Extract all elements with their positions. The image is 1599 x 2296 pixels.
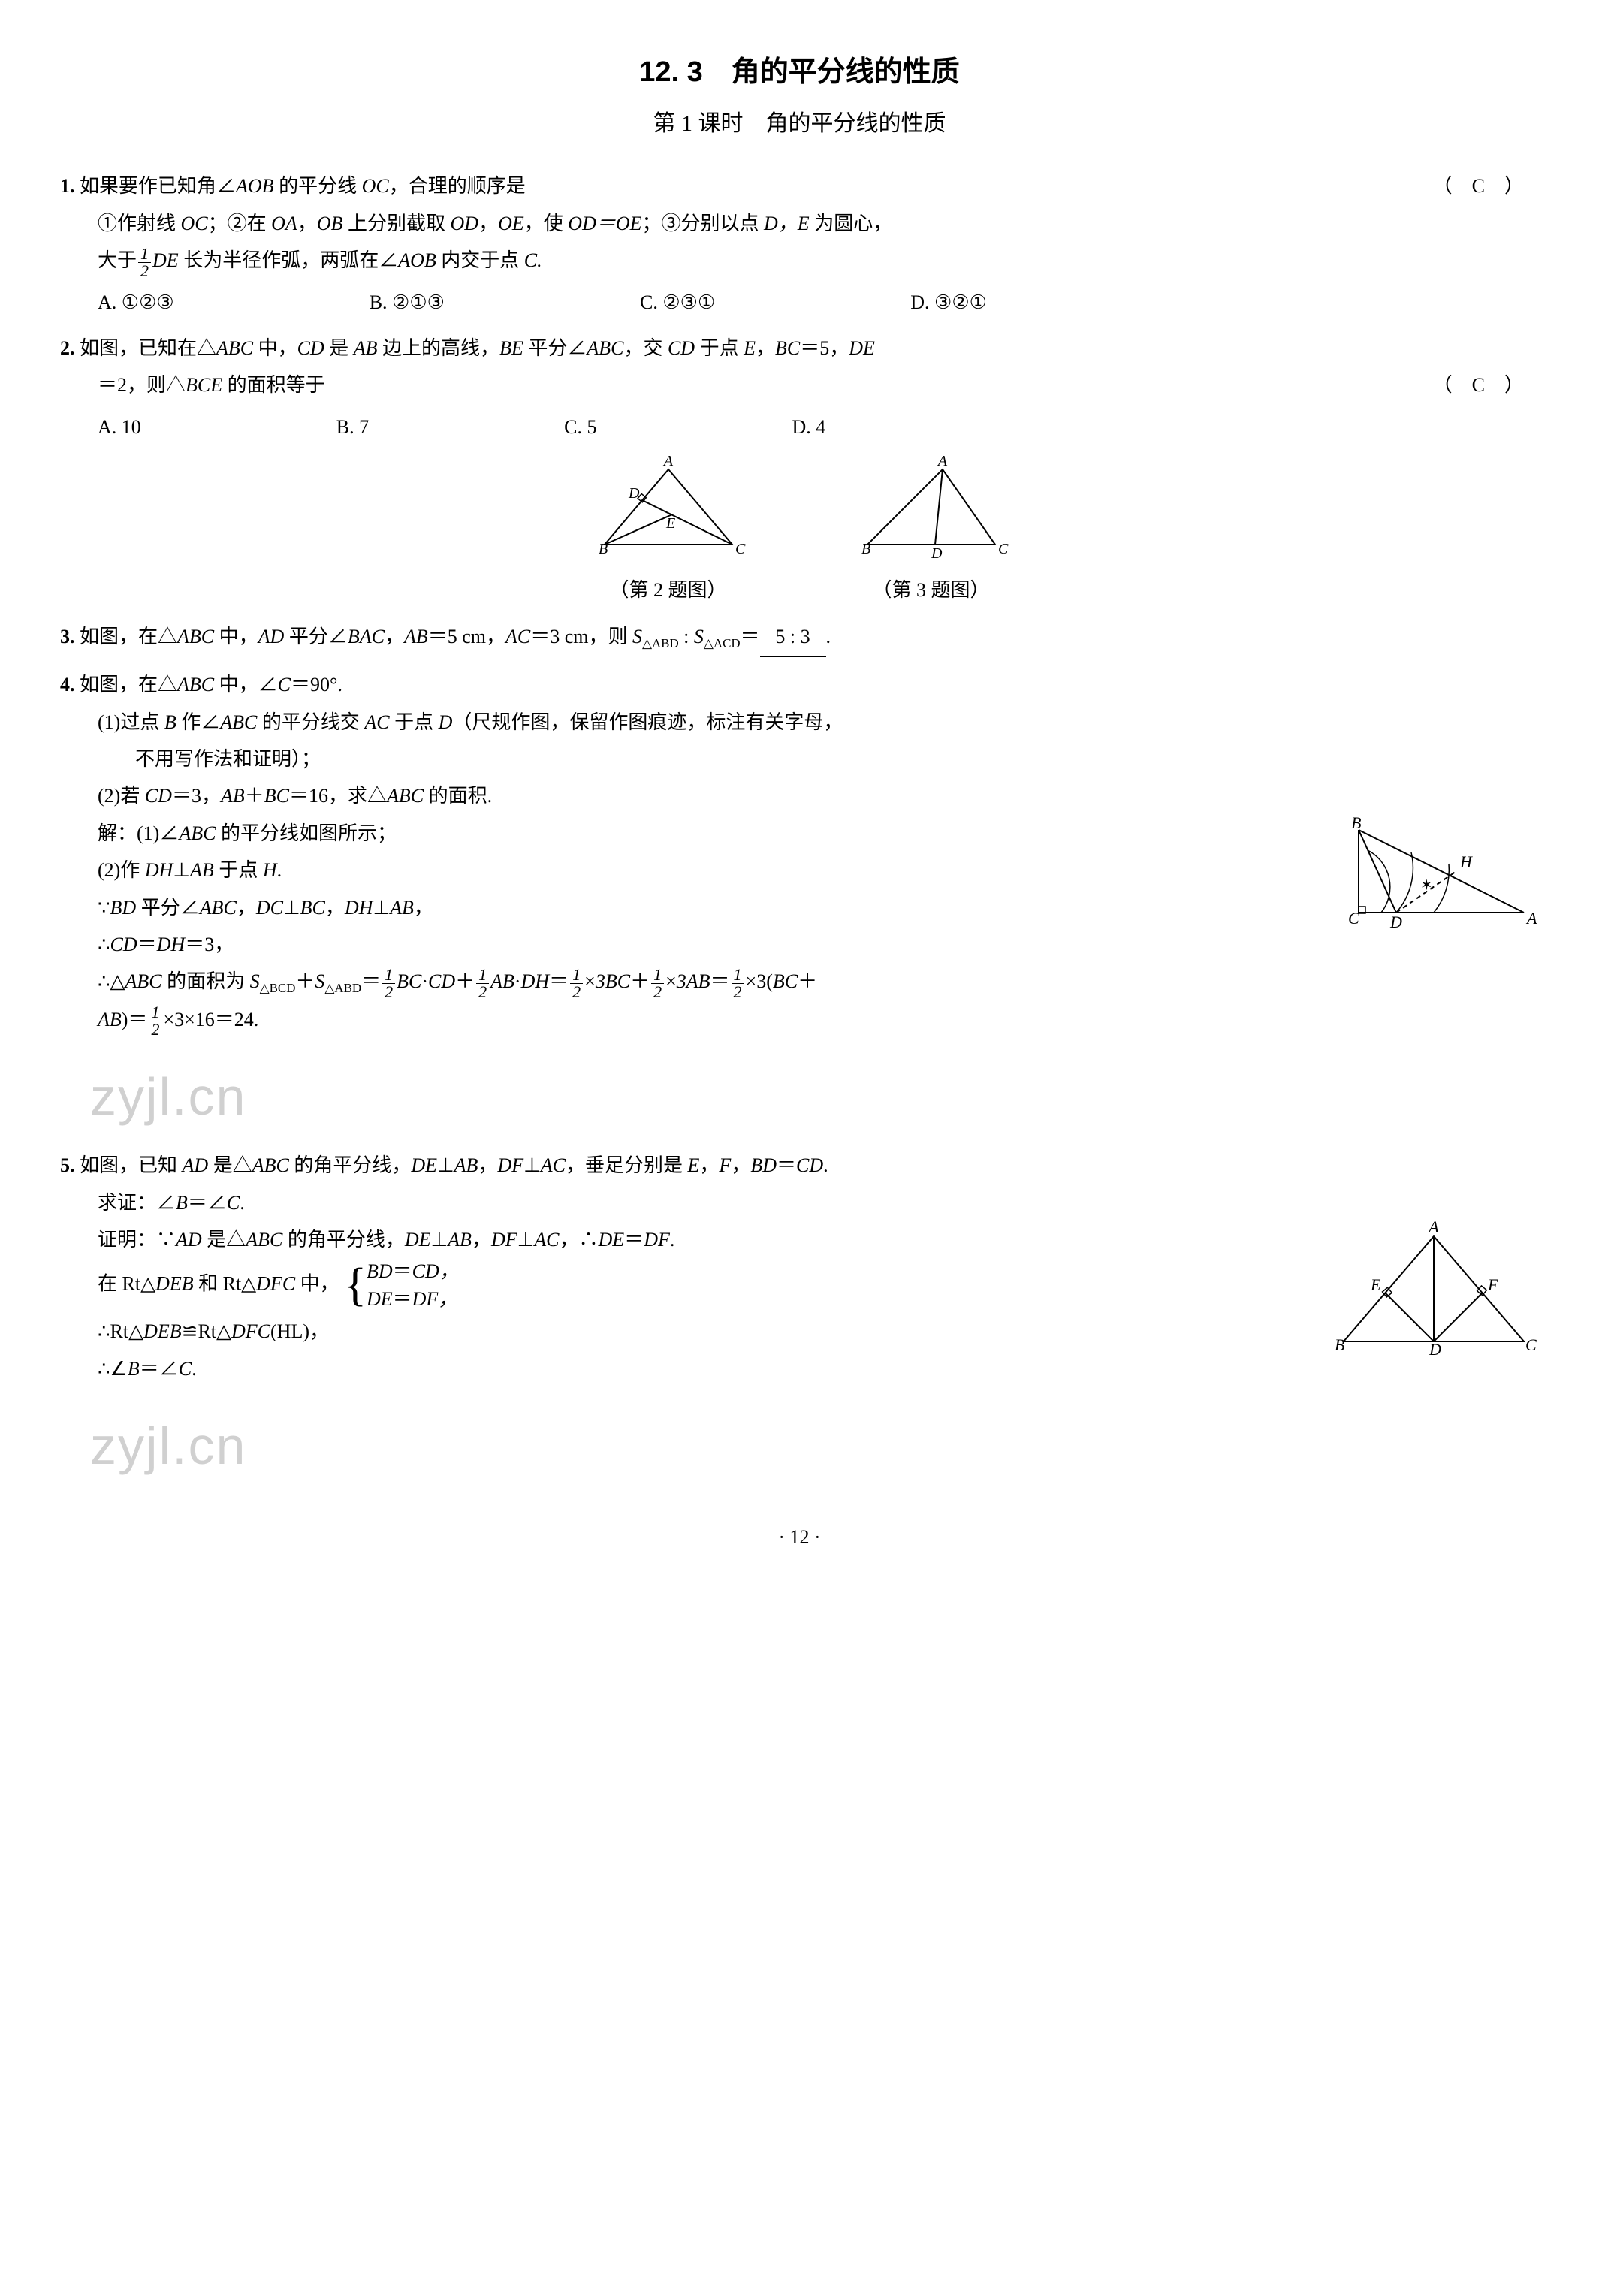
q4-sol1: 解：(1)∠ABC 的平分线如图所示； (60, 815, 1539, 852)
svg-text:C: C (1348, 909, 1359, 928)
svg-text:C: C (998, 541, 1009, 557)
q4-sol3: ∵BD 平分∠ABC，DC⊥BC，DH⊥AB， (60, 889, 1539, 926)
section-title: 12. 3 角的平分线的性质 (60, 45, 1539, 99)
q2-opt-d: D. 4 (792, 409, 825, 445)
svg-text:A: A (662, 454, 673, 469)
svg-text:B: B (861, 541, 870, 557)
figure-q3: A B C D （第 3 题图） (845, 454, 1018, 609)
q5-pf3: ∴Rt△DEB≌Rt△DFC(HL)， (60, 1313, 1539, 1350)
q2-opt-c: C. 5 (564, 409, 596, 445)
figure-q2: A B C D E （第 2 题图） (582, 454, 755, 609)
q1-opt-b: B. ②①③ (370, 284, 445, 321)
q3-text: 如图，在△ABC 中，AD 平分∠BAC，AB＝5 cm，AC＝3 cm，则 S… (80, 626, 831, 647)
q5-ask: 求证：∠B＝∠C. (60, 1184, 1539, 1221)
q4-sol2: (2)作 DH⊥AB 于点 H. (60, 852, 1539, 889)
q4-text: 如图，在△ABC 中，∠C＝90°. (80, 674, 342, 695)
watermark-1: zyjl.cn (90, 1047, 1539, 1147)
page-number: · 12 · (60, 1519, 1539, 1555)
fig3-caption: （第 3 题图） (845, 572, 1018, 608)
q2-opt-a: A. 10 (98, 409, 141, 445)
svg-text:A: A (1525, 909, 1537, 928)
lesson-subtitle: 第 1 课时 角的平分线的性质 (60, 102, 1539, 145)
q1-number: 1. (60, 175, 75, 197)
q5-pf1: 证明：∵AD 是△ABC 的角平分线，DE⊥AB，DF⊥AC，∴DE＝DF. (60, 1221, 1539, 1258)
q5-pf4: ∴∠B＝∠C. (60, 1350, 1539, 1387)
watermark-2: zyjl.cn (90, 1396, 1539, 1496)
figure-q4: ✶ B C A D H (1344, 815, 1539, 947)
svg-text:D: D (628, 485, 640, 502)
svg-text:H: H (1459, 852, 1473, 871)
q4-part1: (1)过点 B 作∠ABC 的平分线交 AC 于点 D（尺规作图，保留作图痕迹，… (60, 704, 1539, 741)
q3-blank: 5 : 3 (760, 618, 826, 657)
q5-number: 5. (60, 1154, 75, 1176)
svg-text:B: B (1335, 1335, 1344, 1354)
q2-answer: （ C ） (1433, 367, 1524, 403)
q4-sol5: ∴△ABC 的面积为 S△BCD＋S△ABD＝12BC·CD＋12AB·DH＝1… (60, 963, 1539, 1000)
q2-options: A. 10 B. 7 C. 5 D. 4 (60, 409, 1539, 445)
fig2-caption: （第 2 题图） (582, 572, 755, 608)
q1-options: A. ①②③ B. ②①③ C. ②③① D. ③②① (60, 284, 1539, 321)
q1-text: 如果要作已知角∠AOB 的平分线 OC，合理的顺序是 (80, 175, 526, 197)
svg-text:E: E (1370, 1275, 1381, 1294)
question-5: 5. 如图，已知 AD 是△ABC 的角平分线，DE⊥AB，DF⊥AC，垂足分别… (60, 1147, 1539, 1387)
q4-sol6: AB)＝12×3×16＝24. (60, 1001, 1539, 1039)
q2-opt-b: B. 7 (336, 409, 369, 445)
svg-text:A: A (1427, 1221, 1439, 1236)
svg-text:✶: ✶ (1420, 877, 1433, 894)
figure-q5: A B C D E F (1329, 1221, 1539, 1368)
q4-number: 4. (60, 674, 75, 695)
svg-text:B: B (1351, 815, 1361, 832)
q2-line2: （ C ） ＝2，则△BCE 的面积等于 (60, 367, 1539, 403)
question-3: 3. 如图，在△ABC 中，AD 平分∠BAC，AB＝5 cm，AC＝3 cm，… (60, 618, 1539, 657)
svg-text:C: C (1525, 1335, 1537, 1354)
question-1: （ C ） 1. 如果要作已知角∠AOB 的平分线 OC，合理的顺序是 ①作射线… (60, 167, 1539, 321)
svg-text:F: F (1487, 1275, 1498, 1294)
question-2: 2. 如图，已知在△ABC 中，CD 是 AB 边上的高线，BE 平分∠ABC，… (60, 330, 1539, 609)
svg-text:B: B (599, 541, 608, 557)
q1-opt-d: D. ③②① (910, 284, 987, 321)
q1-answer: （ C ） (1433, 167, 1524, 204)
q3-number: 3. (60, 626, 75, 647)
q2-number: 2. (60, 337, 75, 359)
q4-part1b: 不用写作法和证明）； (60, 741, 1539, 777)
question-4: 4. 如图，在△ABC 中，∠C＝90°. (1)过点 B 作∠ABC 的平分线… (60, 666, 1539, 1038)
svg-text:A: A (936, 454, 947, 469)
q1-opt-c: C. ②③① (640, 284, 715, 321)
q1-opt-a: A. ①②③ (98, 284, 174, 321)
q2-text: 如图，已知在△ABC 中，CD 是 AB 边上的高线，BE 平分∠ABC，交 C… (80, 337, 875, 359)
svg-text:E: E (665, 515, 675, 532)
q5-text: 如图，已知 AD 是△ABC 的角平分线，DE⊥AB，DF⊥AC，垂足分别是 E… (80, 1154, 828, 1176)
q4-part2: (2)若 CD＝3，AB＋BC＝16，求△ABC 的面积. (60, 777, 1539, 814)
q1-line2: ①作射线 OC；②在 OA，OB 上分别截取 OD，OE，使 OD＝OE；③分别… (60, 205, 1539, 242)
svg-text:D: D (1389, 913, 1402, 931)
q4-sol4: ∴CD＝DH＝3， (60, 926, 1539, 963)
svg-text:D: D (931, 545, 943, 560)
svg-text:D: D (1429, 1340, 1441, 1356)
q1-line3: 大于12DE 长为半径作弧，两弧在∠AOB 内交于点 C. (60, 242, 1539, 279)
q5-pf2: 在 Rt△DEB 和 Rt△DFC 中， { BD＝CD， DE＝DF， (60, 1258, 1539, 1313)
svg-text:C: C (735, 541, 746, 557)
